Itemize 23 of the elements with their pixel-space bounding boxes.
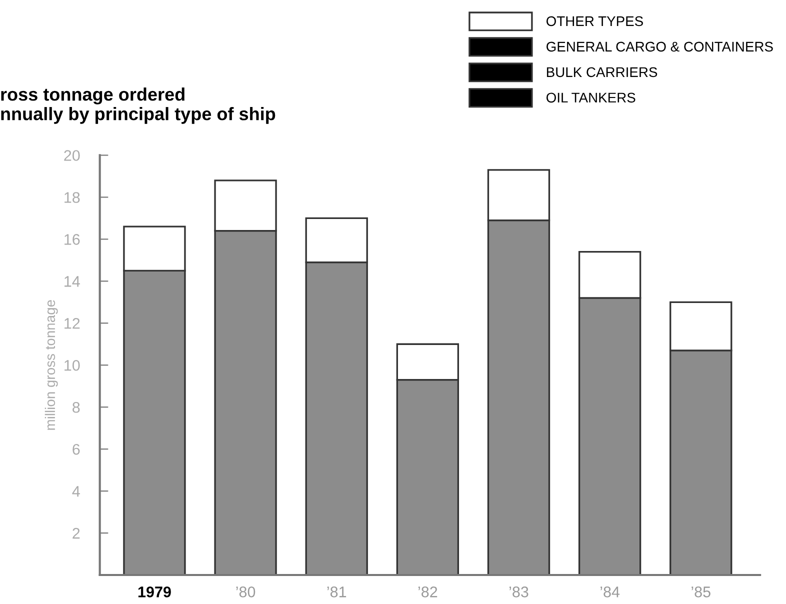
x-tick-label: ’83 bbox=[509, 586, 528, 598]
legend-label: BULK CARRIERS bbox=[546, 67, 658, 78]
y-tick-label: 10 bbox=[64, 360, 80, 371]
chart-title: ross tonnage ordered nnually by principal type of ship bbox=[1, 88, 276, 124]
y-axis-title: million gross tonnage bbox=[44, 300, 58, 430]
legend-label: GENERAL CARGO & CONTAINERS bbox=[546, 42, 773, 52]
y-tick-label: 12 bbox=[64, 318, 80, 329]
y-tick-label: 8 bbox=[72, 402, 80, 413]
x-tick-label: ’81 bbox=[327, 586, 346, 598]
legend-label: OIL TANKERS bbox=[546, 92, 636, 103]
x-tick-label: 1979 bbox=[138, 586, 171, 598]
y-tick-label: 14 bbox=[64, 276, 80, 287]
x-tick-label: ’80 bbox=[236, 586, 256, 598]
y-tick-label: 4 bbox=[72, 486, 80, 497]
y-tick-label: 16 bbox=[64, 234, 80, 245]
y-tick-label: 18 bbox=[64, 192, 80, 203]
y-tick-label: 2 bbox=[72, 528, 80, 539]
legend-label: OTHER TYPES bbox=[546, 16, 643, 26]
x-tick-label: ’84 bbox=[600, 586, 620, 598]
x-tick-label: ’85 bbox=[692, 586, 710, 598]
y-tick-label: 20 bbox=[64, 150, 80, 161]
x-tick-label: ’82 bbox=[418, 586, 438, 598]
y-tick-label: 6 bbox=[72, 444, 80, 455]
